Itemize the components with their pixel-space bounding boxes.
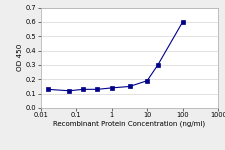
X-axis label: Recombinant Protein Concentration (ng/ml): Recombinant Protein Concentration (ng/ml… [53, 121, 205, 128]
Y-axis label: OD 450: OD 450 [17, 44, 23, 71]
